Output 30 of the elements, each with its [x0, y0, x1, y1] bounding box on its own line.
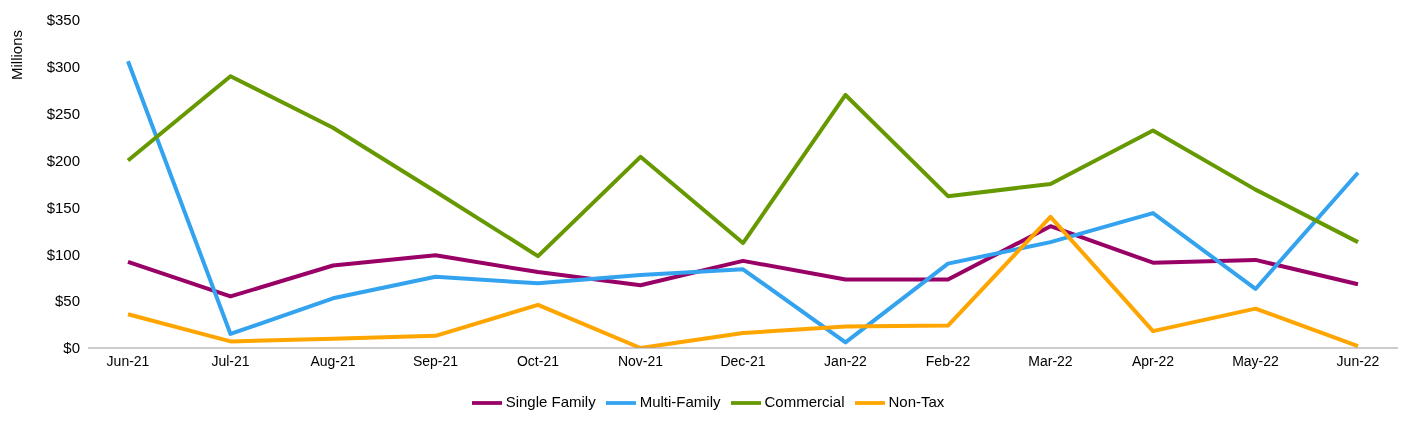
x-tick-label: Sep-21: [412, 352, 459, 369]
line-series: [126, 224, 1360, 299]
y-tick-label: $150: [46, 198, 80, 216]
legend-label: Single Family: [505, 392, 596, 410]
line-series: [126, 214, 1360, 348]
legend-label: Non-Tax: [888, 392, 945, 410]
y-tick-label: $350: [46, 11, 80, 29]
x-tick-label: Jun-21: [106, 352, 150, 369]
y-tick-label: $200: [46, 151, 80, 169]
legend-label: Commercial: [764, 392, 845, 410]
y-axis-title: Millions: [7, 29, 25, 81]
x-tick-label: Jun-22: [1336, 352, 1380, 369]
line-series: [126, 59, 1360, 345]
x-tick-label: Jan-22: [824, 352, 868, 369]
x-tick-label: Oct-21: [516, 352, 560, 369]
x-tick-label: Nov-21: [617, 352, 664, 369]
x-tick-label: Mar-22: [1028, 352, 1073, 369]
y-tick-label: $100: [46, 245, 80, 263]
y-tick-label: $0: [63, 339, 80, 357]
y-tick-label: $250: [46, 105, 80, 123]
y-tick-label: $50: [54, 292, 80, 310]
x-tick-label: Apr-22: [1131, 352, 1175, 369]
x-tick-label: Dec-21: [720, 352, 766, 369]
line-series: [126, 74, 1360, 259]
x-tick-label: May-22: [1232, 352, 1280, 369]
x-tick-label: Feb-22: [925, 352, 971, 369]
y-tick-label: $300: [46, 58, 80, 76]
x-tick-label: Aug-21: [310, 352, 356, 369]
x-tick-label: Jul-21: [211, 352, 250, 369]
legend-label: Multi-Family: [639, 392, 721, 410]
